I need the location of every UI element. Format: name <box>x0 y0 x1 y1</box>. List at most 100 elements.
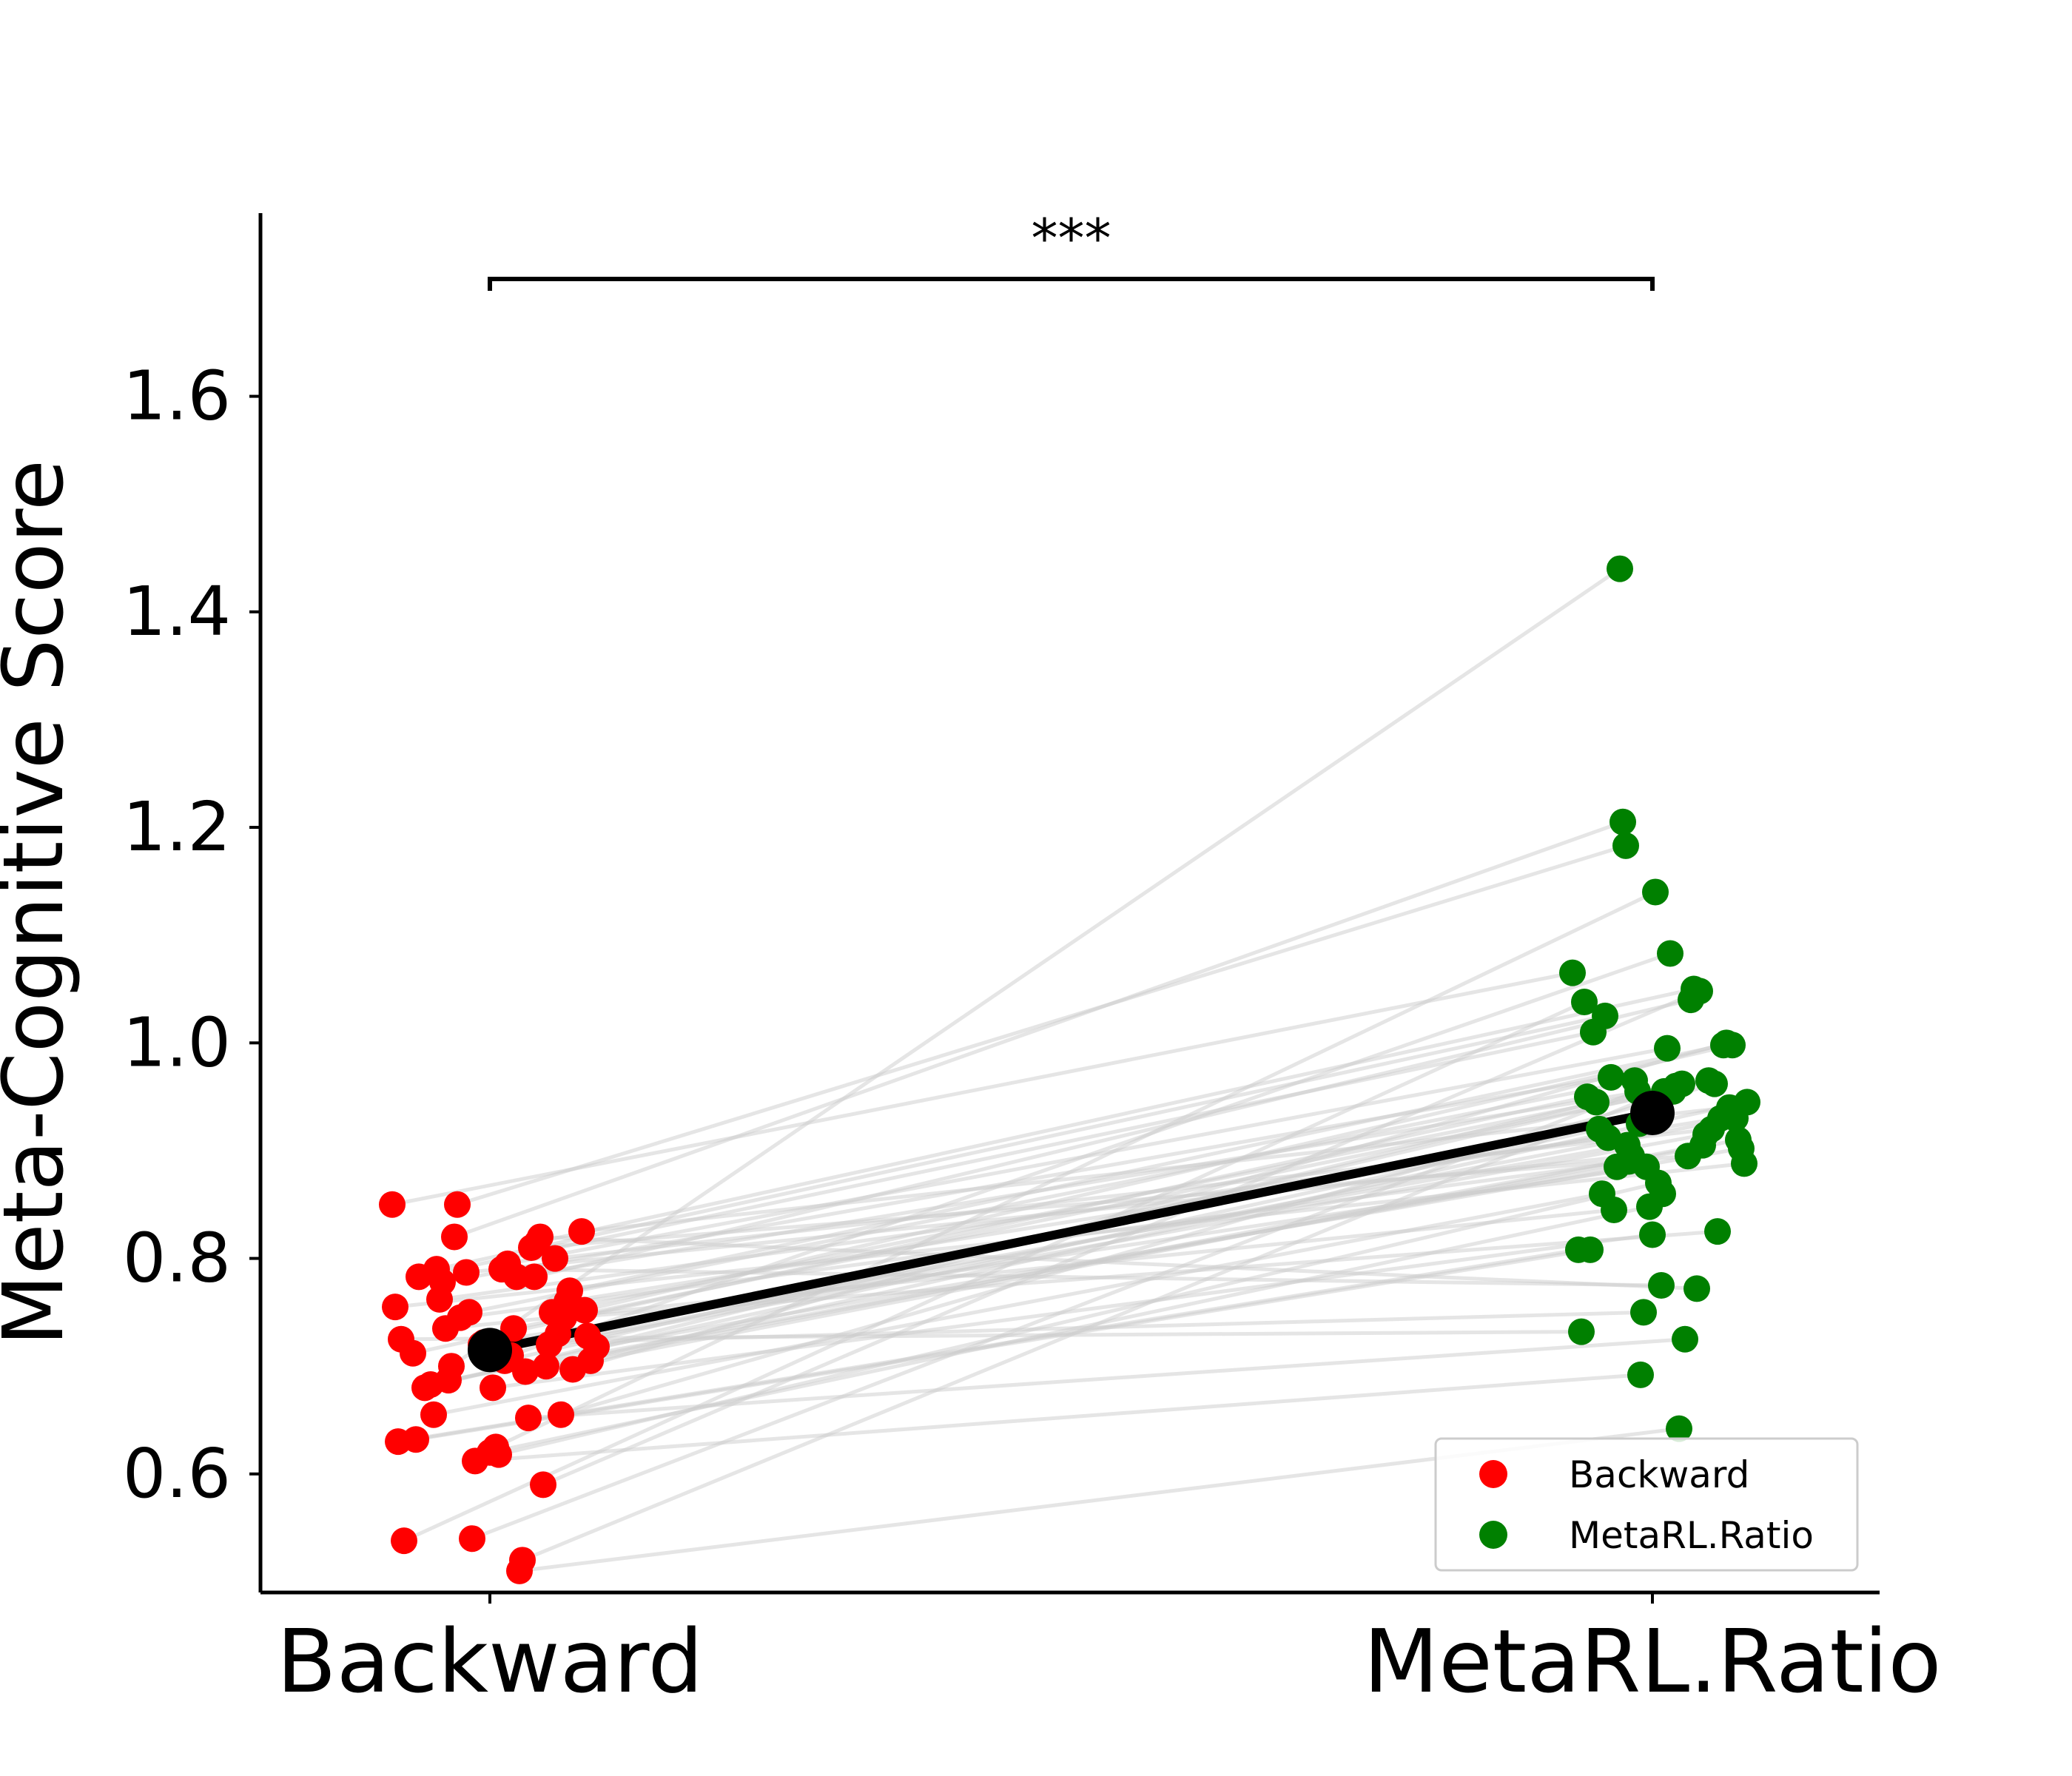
y-tick-label: 0.8 <box>123 1219 231 1298</box>
metarl-ratio-point <box>1598 1063 1624 1091</box>
pair-line <box>494 890 1657 1449</box>
backward-point <box>480 1374 506 1402</box>
x-axis-ticks: Backward MetaRL.Ratio <box>277 1592 1942 1712</box>
y-tick-label: 1.6 <box>123 357 231 436</box>
metarl-ratio-point <box>1592 1002 1618 1029</box>
metarl-ratio-point <box>1607 555 1633 582</box>
metarl-ratio-point <box>1734 1089 1760 1116</box>
metarl-ratio-point <box>1701 1070 1728 1097</box>
metarl-ratio-point <box>1601 1197 1627 1224</box>
backward-point <box>391 1527 417 1555</box>
legend-frame <box>1434 1437 1859 1572</box>
backward-point <box>568 1218 595 1245</box>
data-points <box>379 555 1760 1584</box>
pair-line <box>539 1234 1698 1291</box>
metarl-ratio-point <box>1568 1318 1595 1345</box>
pair-line <box>572 1040 1727 1371</box>
metarl-ratio-point <box>1630 1299 1657 1326</box>
pair-line <box>528 1337 1686 1420</box>
pair-line <box>569 1043 1724 1293</box>
y-tick-label: 1.0 <box>123 1003 231 1082</box>
backward-point <box>512 1358 539 1385</box>
pair-line <box>468 1078 1635 1314</box>
metarl-ratio-point <box>1571 988 1598 1015</box>
metarl-ratio-point <box>1627 1361 1654 1388</box>
backward-point <box>456 1299 482 1326</box>
metarl-ratio-point <box>1719 1032 1746 1059</box>
backward-point <box>500 1315 527 1342</box>
backward-point <box>438 1353 465 1380</box>
legend-marker-backward <box>1479 1460 1507 1488</box>
metarl-ratio-point <box>1648 1271 1675 1299</box>
backward-point <box>444 1191 471 1218</box>
backward-point <box>379 1191 406 1218</box>
backward-point <box>509 1547 536 1574</box>
metarl-ratio-point <box>1669 1070 1695 1097</box>
pair-line <box>492 1233 1653 1390</box>
mean-point-metarl-ratio <box>1630 1090 1675 1135</box>
backward-point <box>542 1245 568 1272</box>
backward-point <box>382 1294 408 1321</box>
pair-line <box>474 1373 1641 1463</box>
backward-point <box>485 1441 512 1468</box>
pair-line <box>513 1089 1674 1331</box>
backward-point <box>548 1401 574 1428</box>
backward-point <box>527 1223 554 1251</box>
metarl-ratio-point <box>1672 1325 1698 1353</box>
metarl-ratio-point <box>1654 1035 1681 1062</box>
metarl-ratio-point <box>1657 940 1684 967</box>
mean-point-backward <box>468 1328 512 1373</box>
metarl-ratio-point <box>1559 959 1586 986</box>
backward-point <box>420 1401 447 1428</box>
metarl-ratio-point <box>1612 832 1639 859</box>
backward-point <box>453 1259 480 1286</box>
pair-line <box>590 1137 1739 1363</box>
y-tick-label: 0.6 <box>123 1434 231 1513</box>
pair-line <box>525 1100 1748 1373</box>
legend-marker-metarl-ratio <box>1479 1521 1507 1549</box>
backward-point <box>556 1277 583 1305</box>
pair-line <box>418 1030 1594 1279</box>
metarl-ratio-point <box>1731 1150 1758 1177</box>
significance-bracket <box>488 277 1655 291</box>
metarl-ratio-point <box>1666 1415 1692 1442</box>
legend-label-metarl-ratio: MetaRL.Ratio <box>1569 1514 1814 1557</box>
y-axis-label: Meta-Cognitive Score <box>0 460 82 1346</box>
pair-line <box>581 1106 1730 1234</box>
pair-line <box>536 987 1695 1245</box>
backward-point <box>583 1333 610 1360</box>
metarl-ratio-point <box>1642 878 1669 906</box>
metarl-ratio-point <box>1614 1131 1641 1159</box>
mean-points <box>468 1090 1675 1373</box>
legend-label-backward: Backward <box>1569 1453 1749 1496</box>
y-tick-label: 1.2 <box>123 787 231 867</box>
backward-point <box>403 1426 429 1453</box>
metarl-ratio-point <box>1577 1236 1604 1263</box>
pair-line <box>542 989 1701 1487</box>
significance-label: *** <box>1032 207 1111 269</box>
metarl-ratio-point <box>1684 1275 1710 1302</box>
backward-point <box>530 1471 556 1498</box>
backward-point <box>515 1405 542 1432</box>
pair-lines <box>391 567 1748 1573</box>
pair-line <box>534 998 1692 1279</box>
backward-point <box>441 1223 468 1251</box>
mean-connector-line <box>485 1108 1657 1355</box>
x-tick-label: Backward <box>277 1610 704 1712</box>
metarl-ratio-point <box>1649 1180 1676 1208</box>
y-axis-ticks: 0.6 0.8 1.0 1.2 1.4 1.6 <box>123 357 260 1513</box>
y-tick-label: 1.4 <box>123 572 231 651</box>
backward-point <box>533 1353 559 1380</box>
pair-line <box>457 844 1627 1207</box>
backward-point <box>545 1320 571 1348</box>
metarl-ratio-point <box>1704 1218 1731 1245</box>
metarl-ratio-point <box>1686 978 1713 1005</box>
pair-line <box>498 1181 1659 1457</box>
metarl-ratio-point <box>1583 1089 1610 1116</box>
pair-line <box>450 567 1621 1368</box>
backward-point <box>521 1263 548 1291</box>
legend: Backward MetaRL.Ratio <box>1434 1437 1859 1572</box>
backward-point <box>571 1296 598 1324</box>
backward-point <box>459 1525 485 1553</box>
